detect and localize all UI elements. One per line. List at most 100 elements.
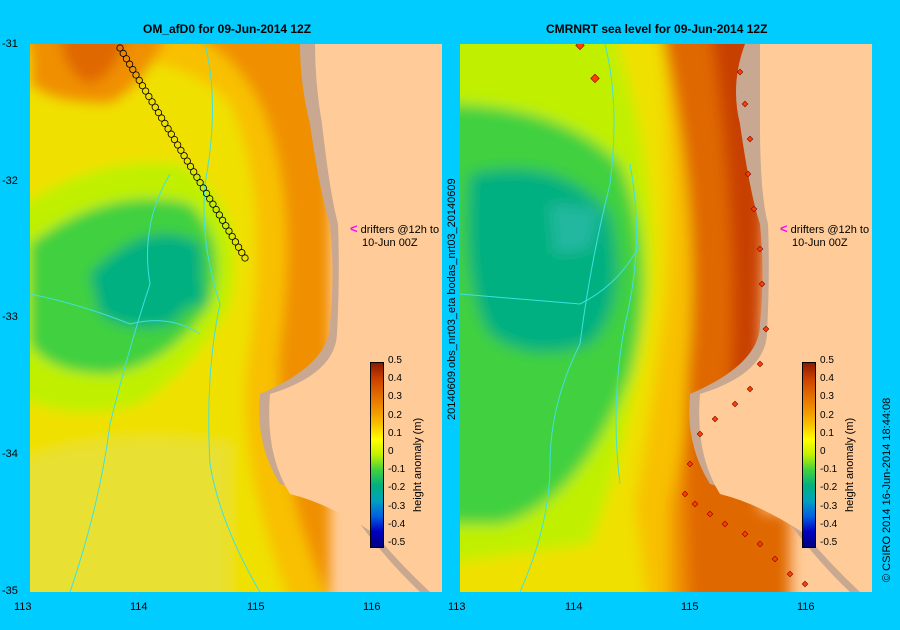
drifter-marker bbox=[756, 245, 764, 253]
colorbar-tick-label: -0.3 bbox=[820, 500, 838, 512]
drifter-marker bbox=[177, 146, 185, 154]
drifter-marker bbox=[142, 87, 150, 95]
drifter-marker bbox=[218, 216, 227, 224]
drifter-track bbox=[116, 44, 249, 262]
drifter-marker bbox=[199, 184, 207, 192]
drifter-marker bbox=[741, 530, 749, 538]
drifter-marker bbox=[193, 173, 201, 181]
drifter-marker bbox=[681, 490, 689, 498]
colorbar-tick-label: -0.5 bbox=[388, 537, 406, 548]
drifter-marker bbox=[741, 100, 749, 108]
drifter-marker bbox=[756, 360, 764, 368]
drifter-marker bbox=[744, 170, 752, 178]
drifter-marker bbox=[161, 119, 169, 127]
left-colorbar bbox=[370, 362, 384, 548]
drifter-marker bbox=[135, 76, 143, 84]
source-label: 20140609.obs_nrt03_eta bodas_nrt03_20140… bbox=[446, 178, 458, 420]
colorbar-tick-label: 0.5 bbox=[388, 355, 402, 366]
drifter-marker bbox=[126, 60, 134, 68]
colorbar-tick-label: 0.1 bbox=[820, 427, 834, 439]
colorbar-tick-label: -0.5 bbox=[820, 537, 838, 548]
x-tick-label: 116 bbox=[797, 601, 815, 613]
drifter-marker bbox=[186, 162, 195, 171]
drifter-arrow-icon: < bbox=[780, 221, 788, 236]
drifter-line1: drifters @12h to bbox=[360, 224, 440, 236]
drifter-marker bbox=[158, 114, 166, 122]
drifter-marker bbox=[129, 65, 137, 74]
drifter-marker bbox=[750, 205, 758, 213]
colorbar-tick-label: -0.4 bbox=[820, 518, 838, 530]
drifter-marker bbox=[222, 222, 230, 230]
x-tick-label: 113 bbox=[14, 601, 32, 613]
left-map-panel bbox=[30, 44, 442, 592]
drifter-marker bbox=[215, 211, 223, 219]
y-tick-label: -35 bbox=[2, 585, 18, 597]
drifter-marker bbox=[238, 249, 246, 257]
drifter-marker bbox=[167, 130, 175, 138]
colorbar-tick-label: -0.2 bbox=[388, 482, 406, 494]
drifter-marker bbox=[801, 580, 809, 588]
right-contour-map bbox=[460, 44, 872, 592]
x-tick-label: 116 bbox=[363, 601, 381, 613]
colorbar-tick-label: -0.2 bbox=[820, 482, 838, 494]
colorbar-tick-label: 0.1 bbox=[388, 427, 402, 439]
drifter-marker bbox=[575, 44, 585, 51]
drifter-marker bbox=[190, 168, 198, 176]
drifter-points bbox=[575, 44, 809, 588]
drifter-marker bbox=[132, 71, 140, 79]
drifter-marker bbox=[771, 555, 779, 563]
colorbar-tick-label: 0.2 bbox=[388, 409, 402, 421]
drifter-marker bbox=[151, 103, 159, 111]
colorbar-tick-label: -0.1 bbox=[820, 464, 838, 476]
left-colorbar-title: height anomaly (m) bbox=[412, 417, 424, 512]
drifter-marker bbox=[686, 460, 694, 468]
drifter-marker bbox=[174, 141, 182, 149]
drifter-marker bbox=[234, 243, 243, 251]
drifter-marker bbox=[241, 254, 249, 262]
colorbar-tick-label: 0.4 bbox=[820, 373, 834, 385]
drifter-marker bbox=[209, 200, 217, 208]
drifter-marker bbox=[731, 400, 739, 408]
y-tick-label: -33 bbox=[2, 311, 18, 323]
drifter-marker bbox=[706, 510, 714, 518]
drifter-marker bbox=[746, 385, 754, 393]
drifter-arrow-icon: < bbox=[350, 221, 358, 236]
drifter-marker bbox=[786, 570, 794, 578]
drifter-marker bbox=[756, 540, 764, 548]
left-panel-title: OM_afD0 for 09-Jun-2014 12Z bbox=[143, 22, 312, 36]
x-tick-label: 114 bbox=[130, 601, 148, 613]
drifter-marker bbox=[202, 189, 211, 197]
left-contour-map bbox=[30, 44, 442, 592]
drifter-marker bbox=[762, 325, 770, 333]
drifter-marker bbox=[183, 157, 191, 165]
drifter-marker bbox=[154, 109, 163, 117]
drifter-line2: 10-Jun 00Z bbox=[362, 237, 418, 249]
drifter-marker bbox=[231, 238, 239, 246]
drifter-marker bbox=[228, 232, 236, 241]
drifter-marker bbox=[696, 430, 704, 438]
colorbar-tick-label: 0.4 bbox=[388, 373, 402, 385]
drifter-marker bbox=[206, 195, 214, 203]
right-colorbar-title: height anomaly (m) bbox=[844, 417, 856, 512]
colorbar-tick-label: 0.5 bbox=[820, 355, 834, 366]
drifter-marker bbox=[180, 152, 188, 160]
right-panel-title: CMRNRT sea level for 09-Jun-2014 12Z bbox=[546, 22, 768, 36]
colorbar-tick-label: 0.3 bbox=[820, 391, 834, 403]
drifter-marker bbox=[746, 135, 754, 143]
x-tick-label: 115 bbox=[247, 601, 265, 613]
y-tick-label: -32 bbox=[2, 175, 18, 187]
drifter-marker bbox=[721, 520, 729, 528]
drifter-marker bbox=[225, 227, 233, 235]
drifter-marker bbox=[758, 280, 766, 288]
colorbar-tick-label: -0.3 bbox=[388, 500, 406, 512]
right-drifter-label: < drifters @12h to 10-Jun 00Z bbox=[780, 222, 869, 250]
left-drifter-label: < drifters @12h to 10-Jun 00Z bbox=[350, 222, 439, 250]
drifter-marker bbox=[170, 135, 179, 144]
colorbar-tick-label: -0.1 bbox=[388, 464, 406, 476]
colorbar-tick-label: -0.4 bbox=[388, 518, 406, 530]
drifter-marker bbox=[148, 98, 156, 106]
drifter-line2: 10-Jun 00Z bbox=[792, 237, 848, 249]
drifter-marker bbox=[145, 92, 153, 101]
x-tick-label: 113 bbox=[448, 601, 466, 613]
drifter-marker bbox=[122, 55, 131, 63]
